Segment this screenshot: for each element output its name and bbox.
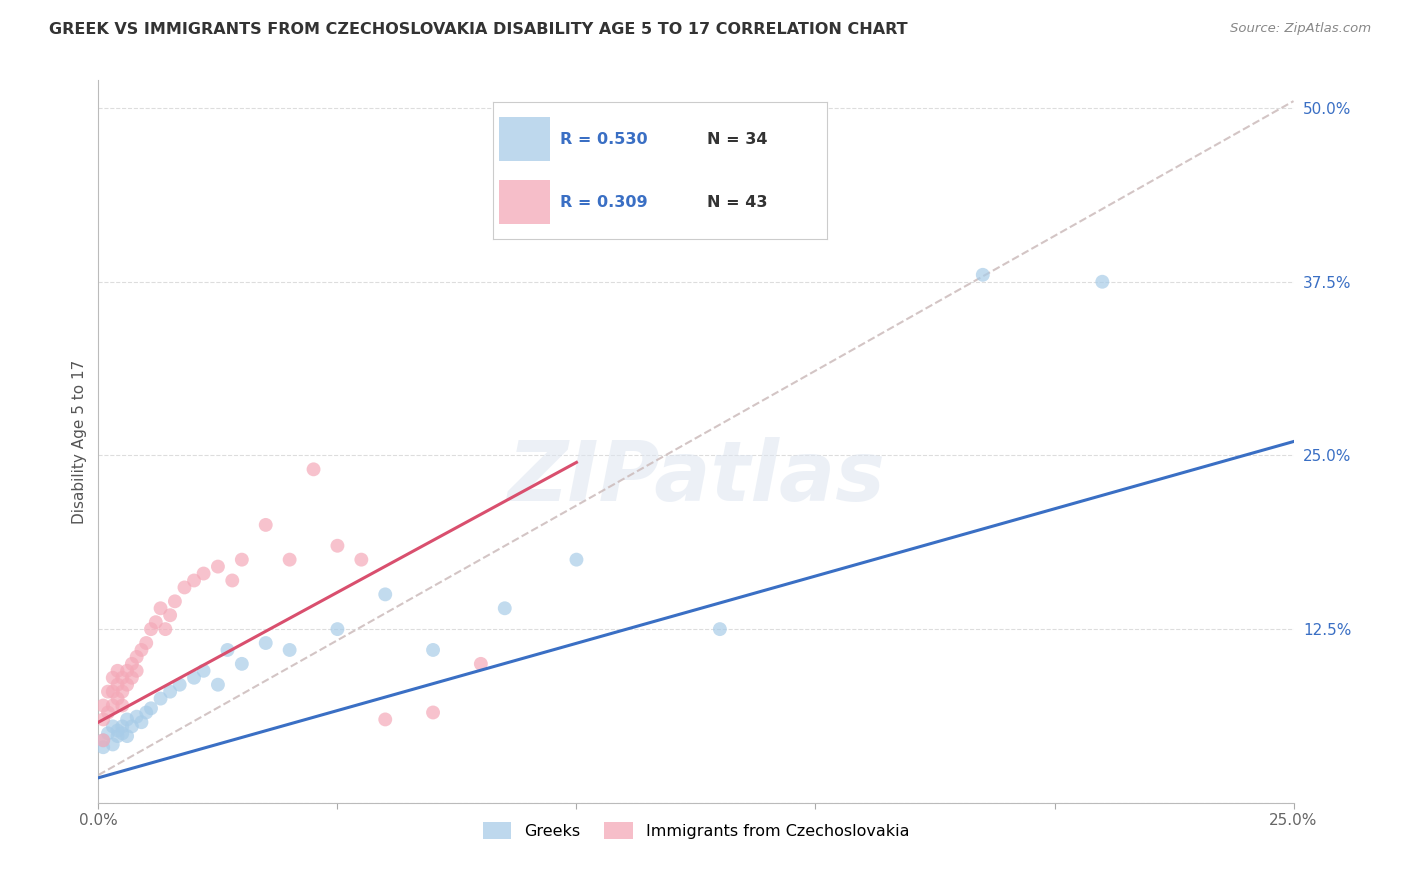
Point bbox=[139, 701, 162, 715]
Point bbox=[107, 678, 129, 692]
Point bbox=[207, 559, 229, 574]
Point bbox=[101, 684, 124, 698]
Y-axis label: Disability Age 5 to 17: Disability Age 5 to 17 bbox=[72, 359, 87, 524]
Point bbox=[422, 643, 444, 657]
Point bbox=[149, 601, 172, 615]
Point bbox=[91, 733, 114, 747]
Point bbox=[254, 517, 277, 532]
Point bbox=[709, 622, 731, 636]
Point bbox=[972, 268, 994, 282]
Text: GREEK VS IMMIGRANTS FROM CZECHOSLOVAKIA DISABILITY AGE 5 TO 17 CORRELATION CHART: GREEK VS IMMIGRANTS FROM CZECHOSLOVAKIA … bbox=[49, 22, 908, 37]
Point bbox=[326, 622, 349, 636]
Point bbox=[374, 587, 396, 601]
Point bbox=[163, 594, 186, 608]
Point bbox=[111, 684, 134, 698]
Point bbox=[217, 643, 239, 657]
Point bbox=[97, 726, 120, 740]
Point bbox=[155, 622, 177, 636]
Point bbox=[115, 664, 138, 678]
Point bbox=[111, 698, 134, 713]
Point bbox=[131, 715, 153, 730]
Point bbox=[91, 740, 114, 755]
Point bbox=[101, 698, 124, 713]
Point bbox=[97, 706, 120, 720]
Point bbox=[193, 566, 215, 581]
Point bbox=[565, 552, 588, 566]
Point bbox=[125, 649, 148, 664]
Point bbox=[1091, 275, 1114, 289]
Point bbox=[565, 115, 588, 129]
Point bbox=[149, 691, 172, 706]
Point bbox=[326, 539, 349, 553]
Point bbox=[125, 664, 148, 678]
Point bbox=[107, 729, 129, 743]
Point bbox=[169, 678, 191, 692]
Point bbox=[101, 719, 124, 733]
Point bbox=[135, 636, 157, 650]
Text: ZIPatlas: ZIPatlas bbox=[508, 437, 884, 518]
Point bbox=[121, 671, 143, 685]
Point bbox=[422, 706, 444, 720]
Point bbox=[494, 601, 516, 615]
Point bbox=[193, 664, 215, 678]
Point bbox=[107, 691, 129, 706]
Point bbox=[139, 622, 162, 636]
Point bbox=[101, 738, 124, 752]
Point bbox=[125, 709, 148, 723]
Legend: Greeks, Immigrants from Czechoslovakia: Greeks, Immigrants from Czechoslovakia bbox=[477, 816, 915, 846]
Point bbox=[159, 608, 181, 623]
Point bbox=[183, 671, 205, 685]
Point bbox=[350, 552, 373, 566]
Point bbox=[278, 552, 301, 566]
Point bbox=[111, 671, 134, 685]
Point bbox=[221, 574, 243, 588]
Point bbox=[207, 678, 229, 692]
Point bbox=[135, 706, 157, 720]
Point bbox=[91, 733, 114, 747]
Point bbox=[173, 581, 195, 595]
Point bbox=[470, 657, 492, 671]
Point bbox=[121, 657, 143, 671]
Point bbox=[145, 615, 167, 630]
Point bbox=[115, 729, 138, 743]
Point bbox=[374, 713, 396, 727]
Point bbox=[107, 664, 129, 678]
Point bbox=[101, 671, 124, 685]
Point bbox=[131, 643, 153, 657]
Point bbox=[91, 698, 114, 713]
Point bbox=[115, 713, 138, 727]
Point bbox=[231, 657, 253, 671]
Point bbox=[159, 684, 181, 698]
Point bbox=[111, 719, 134, 733]
Point bbox=[278, 643, 301, 657]
Point bbox=[97, 684, 120, 698]
Point bbox=[254, 636, 277, 650]
Point bbox=[302, 462, 325, 476]
Point bbox=[91, 713, 114, 727]
Text: Source: ZipAtlas.com: Source: ZipAtlas.com bbox=[1230, 22, 1371, 36]
Point bbox=[107, 723, 129, 738]
Point bbox=[121, 719, 143, 733]
Point bbox=[183, 574, 205, 588]
Point bbox=[231, 552, 253, 566]
Point bbox=[115, 678, 138, 692]
Point bbox=[111, 726, 134, 740]
